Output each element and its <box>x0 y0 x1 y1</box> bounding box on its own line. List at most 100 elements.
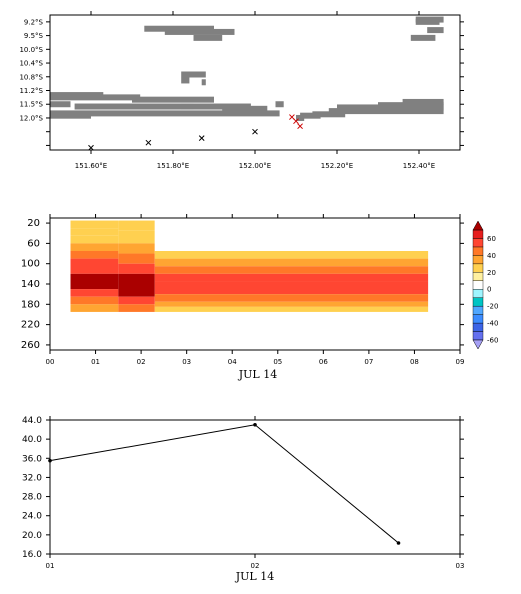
heatmap-cell <box>70 258 119 274</box>
line-x-tick-label: 03 <box>456 562 465 570</box>
line-point <box>396 541 401 545</box>
heatmap-x-tick-label: 04 <box>228 358 237 366</box>
heatmap-cell <box>70 296 119 305</box>
colorbar-tick-label: -60 <box>487 337 498 345</box>
heatmap-y-tick-label: 220 <box>21 320 40 331</box>
colorbar-swatch <box>472 255 484 265</box>
heatmap-cell <box>70 251 119 259</box>
heatmap-cell <box>154 258 429 267</box>
heatmap-cell <box>70 228 119 236</box>
map-x-tick-label: 152.20°E <box>321 162 353 170</box>
line-y-tick-label: 32.0 <box>22 473 42 483</box>
heatmap-cell <box>70 220 119 229</box>
land-segment <box>50 112 91 119</box>
map-panel: 151.60°E 151.80°E 152.00°E 152.20°E 152.40°E… <box>19 11 464 170</box>
map-x-axis: 151.60°E 151.80°E 152.00°E 152.20°E 152.40°E <box>75 11 435 170</box>
map-y-tick-label: 10.0°S <box>19 46 43 54</box>
heatmap-x-tick-label: 00 <box>46 358 55 366</box>
line-y-tick-label: 16.0 <box>22 550 42 560</box>
colorbar-swatch <box>472 297 484 307</box>
land-segment <box>427 27 444 34</box>
colorbar-swatch <box>472 229 484 239</box>
land-segment <box>181 71 206 78</box>
map-marker-layer <box>88 114 303 151</box>
heatmap-cell <box>70 273 119 290</box>
x-marker <box>252 128 258 135</box>
colorbar-tick-label: -40 <box>487 320 498 328</box>
heatmap-cell <box>70 289 119 297</box>
land-segment <box>275 101 284 108</box>
land-segment <box>415 18 440 25</box>
heatmap-cell <box>118 243 155 254</box>
heatmap-cell <box>118 304 155 312</box>
heatmap-y-tick-label: 60 <box>27 238 40 249</box>
line-y-tick-label: 36.0 <box>22 454 42 464</box>
heatmap-y-tick-label: 140 <box>21 279 40 290</box>
heatmap-x-tick-label: 01 <box>91 358 100 366</box>
heatmap-panel: 00 01 02 03 04 05 06 07 08 09 20 60 100 140 180 220 260… <box>21 214 498 381</box>
map-y-axis: 9.2°S 9.5°S 10.0°S 10.4°S 10.8°S 11.2°S 11.5°S… <box>19 18 464 146</box>
heatmap-x-tick-label: 08 <box>410 358 419 366</box>
heatmap-x-tick-label: 06 <box>319 358 328 366</box>
colorbar-swatch <box>472 263 484 273</box>
line-x-tick-label: 02 <box>251 562 260 570</box>
heatmap-x-tick-label: 05 <box>273 358 282 366</box>
colorbar-tick-label: 40 <box>487 252 496 260</box>
land-segment <box>201 79 206 86</box>
map-x-tick-label: 151.60°E <box>75 162 107 170</box>
x-marker <box>88 144 94 151</box>
heatmap-y-tick-label: 20 <box>27 218 40 229</box>
heatmap-cell <box>154 306 429 312</box>
land-segment <box>50 110 280 117</box>
x-marker <box>293 118 299 125</box>
line-point <box>48 458 52 463</box>
heatmap-x-axis: 00 01 02 03 04 05 06 07 08 09 <box>46 214 465 366</box>
line-x-axis-title: JUL 14 <box>235 570 274 583</box>
heatmap-cell <box>154 220 429 251</box>
colorbar-swatch <box>472 289 484 298</box>
x-marker <box>198 135 205 141</box>
land-segment <box>181 77 190 84</box>
map-y-tick-label: 10.4°S <box>19 60 43 68</box>
land-segment <box>402 98 444 105</box>
colorbar-swatch <box>472 280 484 290</box>
line-point <box>253 422 257 427</box>
line-x-axis: 01 02 03 <box>46 416 465 570</box>
line-panel: 01 02 03 44.040.036.032.028.024.020.016.0 … <box>22 416 465 583</box>
land-segment <box>50 101 71 108</box>
heatmap-cell <box>70 235 119 244</box>
map-land-mask <box>50 16 444 121</box>
land-segment <box>222 105 268 112</box>
heatmap-cell <box>154 266 429 274</box>
colorbar-tick-label: 60 <box>487 235 496 243</box>
heatmap-colorbar: 60 40 20 0 -20 -40 -60 <box>472 220 498 350</box>
heatmap-cell <box>154 281 429 295</box>
line-y-tick-label: 20.0 <box>22 531 42 541</box>
colorbar-max-triangle <box>472 220 484 231</box>
map-y-tick-label: 11.5°S <box>19 101 43 109</box>
land-segment <box>410 34 436 41</box>
land-segment <box>300 112 321 119</box>
map-x-tick-label: 152.00°E <box>239 162 271 170</box>
land-segment <box>181 103 251 110</box>
heatmap-cell <box>118 296 155 305</box>
heatmap-cell <box>118 263 155 274</box>
colorbar-swatch <box>472 305 484 315</box>
heatmap-y-tick-label: 100 <box>21 259 40 270</box>
map-frame <box>49 14 461 151</box>
heatmap-cell <box>154 273 429 282</box>
heatmap-cell <box>118 253 155 264</box>
line-x-tick-label: 01 <box>46 562 55 570</box>
land-segment <box>296 114 305 121</box>
land-segment <box>312 111 346 118</box>
line-series <box>48 422 401 545</box>
x-marker <box>145 139 152 146</box>
heatmap-cell <box>118 230 155 244</box>
heatmap-x-axis-title: JUL 14 <box>238 368 277 381</box>
line-series-path <box>49 424 399 544</box>
map-y-tick-label: 10.8°S <box>19 73 43 81</box>
heatmap-x-tick-label: 03 <box>182 358 191 366</box>
heatmap-cell <box>154 301 429 307</box>
heatmap-x-tick-label: 09 <box>456 358 465 366</box>
